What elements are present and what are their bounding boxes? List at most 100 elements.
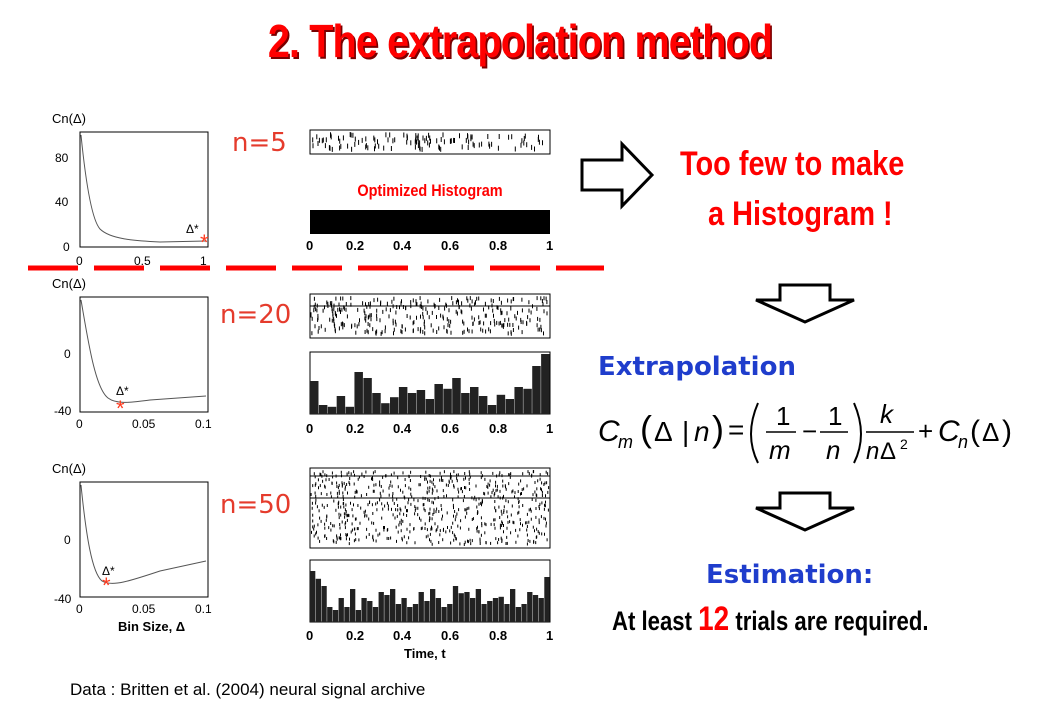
- histogram-bar: [350, 589, 356, 622]
- histogram-bar: [514, 387, 523, 414]
- svg-text:0.4: 0.4: [393, 421, 412, 436]
- histogram-bar: [425, 399, 435, 414]
- svg-text:0.2: 0.2: [346, 628, 364, 643]
- raster-hist-n5: 0 0.2 0.4 0.6 0.8 1: [306, 129, 553, 253]
- svg-text:0.6: 0.6: [441, 421, 459, 436]
- histogram-bar: [496, 394, 506, 414]
- svg-text:Δ: Δ: [880, 438, 896, 465]
- histogram-bar: [443, 388, 452, 414]
- svg-text:0.5: 0.5: [134, 254, 151, 268]
- raster-hist-n20: 0 0.2 0.4 0.6 0.8 1: [306, 293, 553, 436]
- too-few-line1: Too few to make: [680, 145, 905, 183]
- raster-hist-n50: 0 0.2 0.4 0.6 0.8 1 Time, t: [306, 467, 553, 661]
- histogram-bar: [538, 598, 544, 622]
- histogram-bar: [344, 607, 350, 622]
- svg-text:0: 0: [306, 628, 313, 643]
- n5-label: n=5: [232, 128, 287, 158]
- histogram-bar: [527, 592, 533, 622]
- histogram-bar: [407, 393, 417, 414]
- svg-text:Cn(Δ): Cn(Δ): [52, 276, 86, 291]
- svg-text:0.8: 0.8: [489, 421, 507, 436]
- svg-text:n: n: [866, 438, 879, 465]
- histogram-bar: [505, 399, 515, 414]
- svg-text:n: n: [826, 435, 840, 465]
- svg-text:*: *: [102, 573, 111, 598]
- svg-text:0: 0: [64, 347, 71, 361]
- svg-text:0: 0: [76, 602, 83, 616]
- histogram-bar: [398, 387, 408, 414]
- conclusion-number: 12: [698, 600, 730, 638]
- svg-text:1: 1: [546, 421, 553, 436]
- n20-label: n=20: [220, 300, 292, 330]
- svg-text:0: 0: [76, 417, 83, 431]
- svg-text:): ): [712, 408, 724, 449]
- svg-text:Cn(Δ): Cn(Δ): [52, 461, 86, 476]
- svg-text:0.1: 0.1: [195, 417, 212, 431]
- histogram-bar: [532, 366, 541, 414]
- svg-text:0.4: 0.4: [393, 628, 412, 643]
- optimum-star: *: [200, 230, 209, 255]
- histogram-bar: [447, 604, 453, 622]
- histogram-bar: [461, 393, 470, 414]
- svg-text:k: k: [880, 399, 895, 429]
- svg-text:0.1: 0.1: [195, 602, 212, 616]
- histogram-bar: [470, 387, 479, 414]
- svg-text:0.2: 0.2: [346, 421, 364, 436]
- histogram-bar: [544, 577, 550, 622]
- histogram-bar: [504, 604, 510, 622]
- svg-text:1: 1: [200, 254, 207, 268]
- histogram-bar: [367, 601, 373, 622]
- histogram-bar: [541, 354, 550, 414]
- histogram-bar: [532, 595, 539, 622]
- svg-text:n: n: [694, 416, 710, 447]
- histogram-bar: [452, 378, 461, 414]
- svg-text:-40: -40: [54, 592, 72, 606]
- svg-text:0.05: 0.05: [132, 602, 156, 616]
- time-axis-label: Time, t: [404, 646, 446, 661]
- histogram-bar: [435, 598, 442, 622]
- optimized-histogram-box: Optimized Histogram: [312, 178, 548, 204]
- histogram-bar: [315, 578, 322, 622]
- histogram-bar: [441, 607, 447, 622]
- red-dashed-divider: [28, 265, 604, 271]
- histogram-bar: [424, 601, 430, 622]
- histogram-bar: [487, 601, 493, 622]
- histogram-bar: [470, 598, 476, 622]
- svg-text:|: |: [682, 416, 689, 447]
- extrapolation-label: Extrapolation: [598, 352, 796, 382]
- svg-text:(: (: [640, 408, 652, 449]
- histogram-bar: [390, 589, 396, 622]
- svg-text:0.2: 0.2: [346, 238, 364, 253]
- svg-text:Δ*: Δ*: [102, 564, 115, 578]
- cn-plot-n50: Cn(Δ) 0 -40 0 0.05 0.1 Δ* * Bin Size, Δ: [52, 461, 212, 634]
- svg-text:0: 0: [306, 238, 313, 253]
- svg-text:0: 0: [76, 254, 83, 268]
- svg-text:(: (: [970, 415, 980, 448]
- histogram-bar: [354, 372, 363, 414]
- histogram-bar: [384, 595, 390, 622]
- n50-label: n=50: [220, 490, 292, 520]
- cn-plot-n20: Cn(Δ) 0 -40 0 0.05 0.1 Δ* *: [52, 276, 212, 431]
- histogram-bar: [475, 589, 482, 622]
- histogram-bar: [361, 598, 367, 622]
- down-arrow-icon: [755, 283, 855, 324]
- histogram-bar: [521, 604, 527, 622]
- histogram-bar: [395, 604, 402, 622]
- data-credit: Data : Britten et al. (2004) neural sign…: [70, 680, 426, 699]
- svg-text:0.8: 0.8: [489, 238, 507, 253]
- histogram-bar: [481, 604, 487, 622]
- estimation-label: Estimation:: [706, 560, 874, 590]
- histogram-bar: [458, 593, 464, 622]
- cn-axis-label: Cn(Δ): [52, 111, 86, 126]
- histogram-bar: [310, 571, 316, 622]
- histogram-bar: [355, 610, 362, 622]
- svg-text:m: m: [769, 435, 791, 465]
- histogram-bar: [510, 589, 516, 622]
- svg-text:0: 0: [63, 240, 70, 254]
- svg-text:): ): [1002, 415, 1012, 448]
- svg-text:Δ: Δ: [982, 417, 999, 447]
- histogram-bar: [336, 396, 346, 414]
- right-arrow-icon: [580, 140, 655, 210]
- histogram-bar: [430, 589, 436, 622]
- histogram-bar: [523, 388, 532, 414]
